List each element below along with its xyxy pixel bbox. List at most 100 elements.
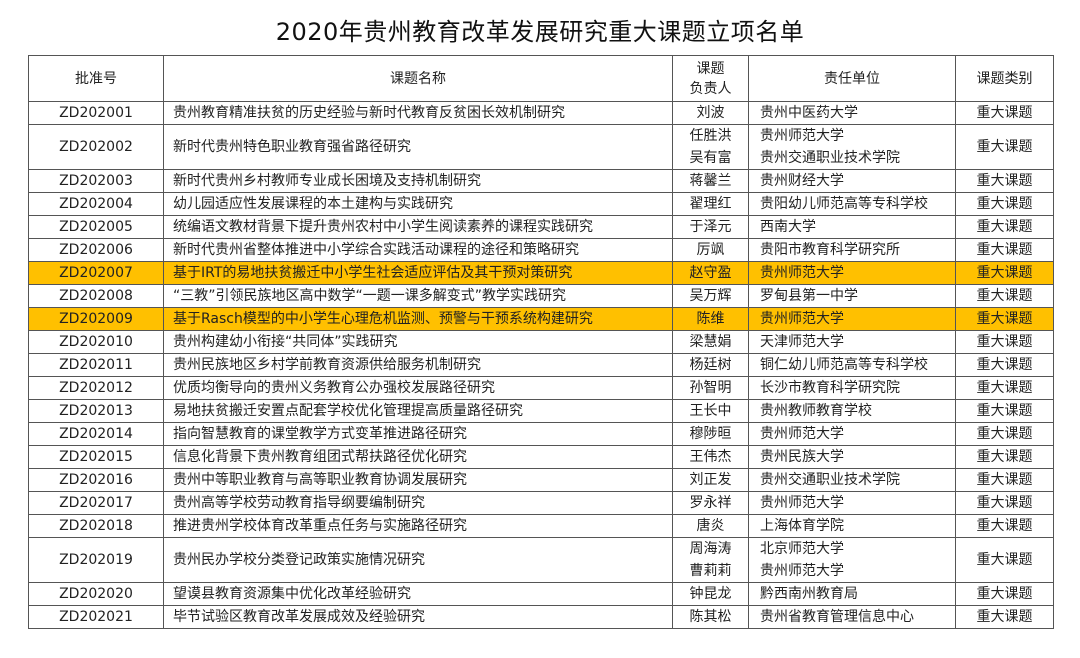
approval-number: ZD202007 [28,261,164,285]
leader: 刘正发 [689,472,732,488]
approval-number: ZD202011 [28,353,164,377]
category: 重大课题 [955,238,1054,262]
approval-number: ZD202006 [28,238,164,262]
table-row: ZD202019 贵州民办学校分类登记政策实施情况研究 周海涛 曹莉莉 北京师范大学 贵州… [28,537,1054,583]
approval-number: ZD202005 [28,215,164,239]
topic-name: 贵州教育精准扶贫的历史经验与新时代教育反贫困长效机制研究 [163,101,673,125]
header-leader: 课题 负责人 [672,55,749,102]
leader: 翟理红 [689,196,732,212]
approval-number: ZD202020 [28,582,164,606]
category: 重大课题 [955,491,1054,515]
document-title: 2020年贵州教育改革发展研究重大课题立项名单 [275,18,805,46]
responsible-unit: 贵州中医药大学 [760,105,858,121]
table-row: ZD202005 统编语文教材背景下提升贵州农村中小学生阅读素养的课程实践研究 于泽… [28,215,1054,239]
responsible-unit: 贵州师范大学 [760,128,844,144]
responsible-unit: 长沙市教育科学研究院 [760,380,900,396]
table-row: ZD202008 “三教”引领民族地区高中数学“一题一课多解变式”教学实践研究 吴万… [28,284,1054,308]
approval-number: ZD202012 [28,376,164,400]
topic-name: 贵州民族地区乡村学前教育资源供给服务机制研究 [163,353,673,377]
responsible-units: 贵州交通职业技术学院 [748,468,956,492]
table-row: ZD202006 新时代贵州省整体推进中小学综合实践活动课程的途径和策略研究 厉飒 贵… [28,238,1054,262]
topic-name: 幼儿园适应性发展课程的本土建构与实践研究 [163,192,673,216]
leader: 厉飒 [696,242,725,258]
category: 重大课题 [955,101,1054,125]
responsible-units: 贵州中医药大学 [748,101,956,125]
topic-name: 基于IRT的易地扶贫搬迁中小学生社会适应评估及其干预对策研究 [163,261,673,285]
responsible-units: 西南大学 [748,215,956,239]
leaders: 唐炎 [672,514,749,538]
responsible-units: 罗甸县第一中学 [748,284,956,308]
leaders: 蒋馨兰 [672,169,749,193]
topic-name: 新时代贵州特色职业教育强省路径研究 [163,124,673,170]
approval-number: ZD202017 [28,491,164,515]
table-row: ZD202007 基于IRT的易地扶贫搬迁中小学生社会适应评估及其干预对策研究 赵守… [28,261,1054,285]
project-list-table: 批准号 课题名称 课题 负责人 责任单位 课题类别 ZD202001 贵州教育精准… [28,55,1054,629]
leader: 赵守盈 [689,265,732,281]
category: 重大课题 [955,215,1054,239]
topic-name: 望谟县教育资源集中优化改革经验研究 [163,582,673,606]
leader: 唐炎 [696,518,725,534]
approval-number: ZD202016 [28,468,164,492]
leader: 孙智明 [689,380,732,396]
header-leader-line1: 课题 [696,60,725,77]
table-row: ZD202009 基于Rasch模型的中小学生心理危机监测、预警与干预系统构建研究… [28,307,1054,331]
leaders: 孙智明 [672,376,749,400]
responsible-unit: 贵州师范大学 [760,265,844,281]
table-row: ZD202015 信息化背景下贵州教育组团式帮扶路径优化研究 王伟杰 贵州民族大学 重大… [28,445,1054,469]
leaders: 王长中 [672,399,749,423]
responsible-unit: 贵州省教育管理信息中心 [760,609,914,625]
leaders: 厉飒 [672,238,749,262]
responsible-unit: 贵州交通职业技术学院 [760,472,900,488]
table-row: ZD202012 优质均衡导向的贵州义务教育公办强校发展路径研究 孙智明 长沙市教育科… [28,376,1054,400]
table-row: ZD202004 幼儿园适应性发展课程的本土建构与实践研究 翟理红 贵阳幼儿师范高等专… [28,192,1054,216]
leader: 吴有富 [689,150,732,166]
approval-number: ZD202021 [28,605,164,629]
approval-number: ZD202008 [28,284,164,308]
leader: 王长中 [689,403,732,419]
responsible-units: 铜仁幼儿师范高等专科学校 [748,353,956,377]
responsible-units: 上海体育学院 [748,514,956,538]
leaders: 王伟杰 [672,445,749,469]
responsible-units: 天津师范大学 [748,330,956,354]
category: 重大课题 [955,582,1054,606]
leaders: 刘正发 [672,468,749,492]
leader: 刘波 [696,105,725,121]
responsible-unit: 贵州财经大学 [760,173,844,189]
responsible-unit: 贵州交通职业技术学院 [760,150,900,166]
table-header-row: 批准号 课题名称 课题 负责人 责任单位 课题类别 [28,55,1054,102]
topic-name: 基于Rasch模型的中小学生心理危机监测、预警与干预系统构建研究 [163,307,673,331]
responsible-unit: 黔西南州教育局 [760,586,858,602]
approval-number: ZD202010 [28,330,164,354]
approval-number: ZD202009 [28,307,164,331]
responsible-units: 贵州师范大学 [748,491,956,515]
responsible-unit: 天津师范大学 [760,334,844,350]
responsible-units: 贵州师范大学 [748,307,956,331]
approval-number: ZD202001 [28,101,164,125]
leaders: 刘波 [672,101,749,125]
approval-number: ZD202019 [28,537,164,583]
leader: 穆陟晅 [689,426,732,442]
topic-name: 信息化背景下贵州教育组团式帮扶路径优化研究 [163,445,673,469]
leader: 陈维 [696,311,725,327]
responsible-unit: 铜仁幼儿师范高等专科学校 [760,357,928,373]
leaders: 穆陟晅 [672,422,749,446]
responsible-unit: 贵州民族大学 [760,449,844,465]
topic-name: 推进贵州学校体育改革重点任务与实施路径研究 [163,514,673,538]
table-row: ZD202014 指向智慧教育的课堂教学方式变革推进路径研究 穆陟晅 贵州师范大学 重大… [28,422,1054,446]
leaders: 翟理红 [672,192,749,216]
table-row: ZD202018 推进贵州学校体育改革重点任务与实施路径研究 唐炎 上海体育学院 重大课… [28,514,1054,538]
table-row: ZD202021 毕节试验区教育改革发展成效及经验研究 陈其松 贵州省教育管理信息中心… [28,605,1054,629]
leaders: 陈维 [672,307,749,331]
table-row: ZD202003 新时代贵州乡村教师专业成长困境及支持机制研究 蒋馨兰 贵州财经大学 重… [28,169,1054,193]
category: 重大课题 [955,445,1054,469]
topic-name: 贵州构建幼小衔接“共同体”实践研究 [163,330,673,354]
responsible-units: 贵州省教育管理信息中心 [748,605,956,629]
header-leader-line2: 负责人 [689,80,732,97]
table-row: ZD202002 新时代贵州特色职业教育强省路径研究 任胜洪 吴有富 贵州师范大学 贵州交… [28,124,1054,170]
category: 重大课题 [955,353,1054,377]
category: 重大课题 [955,124,1054,170]
responsible-unit: 罗甸县第一中学 [760,288,858,304]
leader: 王伟杰 [689,449,732,465]
leader: 钟昆龙 [689,586,732,602]
header-code: 批准号 [28,55,164,102]
